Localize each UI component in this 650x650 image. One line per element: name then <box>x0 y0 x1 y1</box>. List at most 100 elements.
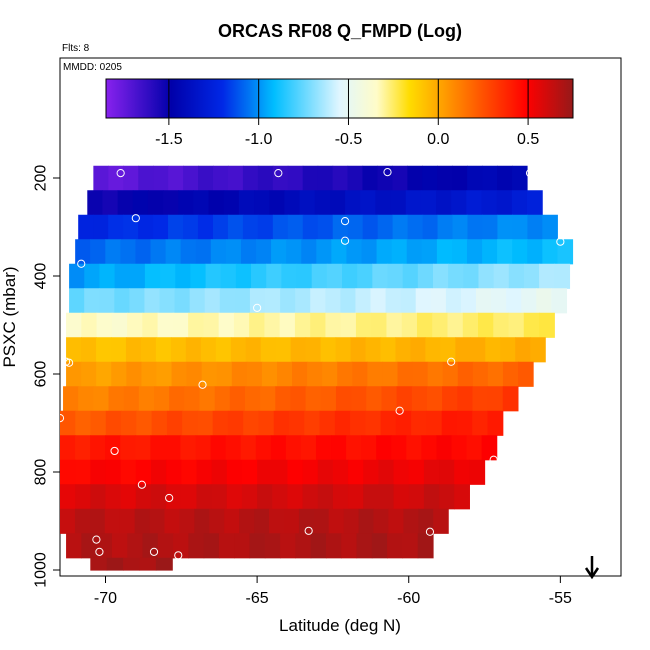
heatmap-cell <box>427 361 444 387</box>
heatmap-cell <box>442 361 459 387</box>
heatmap-cell <box>502 386 519 412</box>
heatmap-cell <box>200 337 217 363</box>
heatmap-cell <box>313 508 330 534</box>
heatmap-cell <box>411 410 427 436</box>
heatmap-cell <box>231 361 248 387</box>
heatmap-cell <box>526 190 543 216</box>
heatmap-cell <box>212 165 229 191</box>
heatmap-cell <box>361 239 378 265</box>
heatmap-cell <box>462 312 479 338</box>
heatmap-cell <box>328 508 345 534</box>
heatmap-cell <box>129 263 146 289</box>
heatmap-cell <box>325 288 341 314</box>
heatmap-cell <box>512 214 528 240</box>
heatmap-cell <box>539 263 555 289</box>
heatmap-cell <box>391 435 407 461</box>
x-axis-label: Latitude (deg N) <box>279 616 401 635</box>
heatmap-cell <box>289 410 305 436</box>
heatmap-cell <box>385 288 402 314</box>
heatmap-cell <box>210 239 227 265</box>
heatmap-cell <box>238 190 255 216</box>
heatmap-cell <box>361 435 377 461</box>
heatmap-cell <box>451 435 468 461</box>
heatmap-cell <box>239 508 255 534</box>
heatmap-cell <box>261 361 278 387</box>
heatmap-cell <box>340 312 357 338</box>
heatmap-cell <box>478 263 495 289</box>
y-tick-label: 400 <box>33 263 50 290</box>
heatmap-cell <box>433 508 449 534</box>
heatmap-cell <box>436 435 453 461</box>
heatmap-cell <box>105 239 121 265</box>
colorbar-ticks: -1.5 -1.0 -0.5 0.0 0.5 <box>155 79 539 148</box>
heatmap-cell <box>90 557 108 571</box>
heatmap-cell <box>302 459 319 485</box>
heatmap-cell <box>437 165 453 191</box>
heatmap-cell <box>168 214 184 240</box>
observation-point <box>137 480 146 489</box>
heatmap-cell <box>84 288 100 314</box>
heatmap-cell <box>402 533 419 559</box>
heatmap-cell <box>134 508 151 534</box>
heatmap-cell <box>290 337 307 363</box>
heatmap-cell <box>138 386 155 412</box>
heatmap-cell <box>75 410 92 436</box>
heatmap-cell <box>166 459 182 485</box>
heatmap-cell <box>135 484 152 510</box>
heatmap-cell <box>439 484 455 510</box>
heatmap-cell <box>348 459 364 485</box>
heatmap-cell <box>387 263 404 289</box>
heatmap-cell <box>108 214 124 240</box>
heatmap-cell <box>255 435 272 461</box>
observation-point <box>425 527 435 536</box>
heatmap-cell <box>105 410 122 436</box>
heatmap-cell <box>457 386 474 412</box>
heatmap-cell <box>175 263 191 289</box>
heatmap-cell <box>332 459 349 485</box>
heatmap-cell <box>497 165 513 191</box>
heatmap-cell <box>485 337 501 363</box>
heatmap-cell <box>197 214 214 240</box>
heatmap-cell <box>460 288 477 314</box>
heatmap-cell <box>469 459 486 485</box>
heatmap-cell <box>406 239 423 265</box>
heatmap-cell <box>93 214 109 240</box>
colorbar-gradient <box>105 78 574 119</box>
heatmap-cell <box>416 312 433 338</box>
heatmap-cell <box>226 484 243 510</box>
heatmap-cell <box>150 484 167 510</box>
colorbar-tick-label: 0.5 <box>517 131 539 148</box>
heatmap-cell <box>423 484 440 510</box>
heatmap-cell <box>317 484 334 510</box>
heatmap-cell <box>408 459 425 485</box>
heatmap-cell <box>157 312 174 338</box>
heatmap-cell <box>136 410 153 436</box>
heatmap-cell <box>151 410 168 436</box>
heatmap-cell <box>345 190 361 216</box>
heatmap-cell <box>362 165 379 191</box>
heatmap-cell <box>403 508 419 534</box>
heatmap-cell <box>89 508 106 534</box>
heatmap-cell <box>527 214 543 240</box>
heatmap-cell <box>93 386 110 412</box>
heatmap-cell <box>119 508 136 534</box>
heatmap-cell <box>542 239 559 265</box>
heatmap-cell <box>223 190 240 216</box>
heatmap-cell <box>352 361 368 387</box>
heatmap-cell <box>436 190 452 216</box>
heatmap-cell <box>527 239 543 265</box>
heatmap-cell <box>430 288 447 314</box>
observation-point <box>116 169 125 178</box>
heatmap-cell <box>195 239 212 265</box>
heatmap-cell <box>386 312 403 338</box>
heatmap-cell <box>287 165 304 191</box>
y-axis: 200 400 600 800 1000 <box>33 165 60 588</box>
heatmap-cell <box>467 165 483 191</box>
heatmap-cell <box>181 484 198 510</box>
observation-point <box>304 526 313 535</box>
heatmap-cell <box>257 165 274 191</box>
heatmap-cell <box>185 337 202 363</box>
heatmap-cell <box>87 190 104 216</box>
heatmap-cell <box>90 459 107 485</box>
heatmap-cell <box>179 508 195 534</box>
